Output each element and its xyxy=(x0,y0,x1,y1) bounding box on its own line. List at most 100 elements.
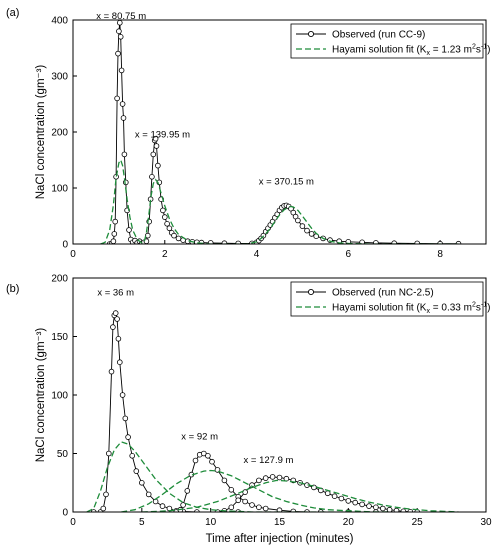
series-observed-point xyxy=(155,162,161,169)
series-fit-line xyxy=(141,479,459,512)
series-observed-point xyxy=(160,207,166,214)
series-observed-point xyxy=(180,502,186,508)
legend-observed-marker xyxy=(307,30,315,38)
series-observed-point xyxy=(308,231,315,237)
series-observed-point xyxy=(201,450,207,457)
series-observed-point xyxy=(324,490,331,497)
series-observed-point xyxy=(139,479,145,486)
series-observed-point xyxy=(295,217,301,224)
legend-observed-label: Observed (run CC-9) xyxy=(332,30,425,41)
series-observed-point xyxy=(129,452,136,459)
series-observed-point xyxy=(366,503,372,509)
series-observed-point xyxy=(119,101,126,107)
x-tick-label: 15 xyxy=(274,517,286,528)
series-observed-point xyxy=(175,235,182,242)
series-observed-point xyxy=(126,227,132,233)
series-observed-point xyxy=(115,50,121,57)
series-observed-point xyxy=(114,95,120,102)
x-tick-label: 10 xyxy=(205,517,217,528)
series-observed-point xyxy=(103,491,109,498)
series-observed-point xyxy=(194,509,200,512)
series-observed-point xyxy=(393,507,400,512)
series-fit-line xyxy=(100,158,459,244)
x-tick-label: 4 xyxy=(254,249,260,260)
series-observed-point xyxy=(235,497,242,504)
series-observed-point xyxy=(117,359,123,366)
series-observed-point xyxy=(221,477,228,484)
series-observed-point xyxy=(304,227,310,234)
series-observed-point xyxy=(242,498,248,505)
series-observed-point xyxy=(116,28,122,35)
series-observed-point xyxy=(379,505,386,512)
y-tick-label: 0 xyxy=(62,240,68,251)
series-observed-point xyxy=(184,488,191,494)
panel-a-ylabel: NaCl concentration (gm⁻³) xyxy=(35,65,47,200)
y-tick-label: 50 xyxy=(57,449,69,460)
series-observed-point xyxy=(122,415,129,422)
series-fit-line xyxy=(121,469,390,512)
series-observed-point xyxy=(164,221,170,227)
series-fit-line xyxy=(86,441,390,512)
panel-b-annotation: x = 36 m xyxy=(97,288,134,299)
x-tick-label: 6 xyxy=(346,249,352,260)
panel-b-legend: Observed (run NC-2.5) Hayami solution fi… xyxy=(290,281,490,317)
legend-fit-label: Hayami solution fit (Kx = 1.23 m2s-1) xyxy=(332,44,490,58)
y-tick-label: 400 xyxy=(51,16,68,27)
series-observed-point xyxy=(221,240,228,244)
series-observed-point xyxy=(269,474,276,480)
series-observed-point xyxy=(108,368,115,375)
series-observed-point xyxy=(117,33,124,40)
legend-fit-label: Hayami solution fit (Kx = 0.33 m2s-1) xyxy=(332,302,490,316)
series-observed-point xyxy=(359,239,365,244)
series-observed-point xyxy=(145,491,152,498)
y-tick-label: 200 xyxy=(51,128,68,139)
series-observed-point xyxy=(115,335,122,342)
panel-b-xlabel: Time after injection (minutes) xyxy=(206,533,354,545)
series-observed-point xyxy=(228,486,235,493)
series-observed-point xyxy=(276,507,283,512)
series-observed-point xyxy=(110,238,117,244)
panel-b-axes: 0 5 10 15 20 25 30 0 50 100 150 200 xyxy=(51,274,492,529)
panel-b-ylabel: NaCl concentration (gm⁻³) xyxy=(35,328,47,463)
panel-a-annotations: x = 80.75 m x = 139.95 m x = 370.15 m xyxy=(96,11,314,188)
y-tick-label: 300 xyxy=(51,72,68,83)
legend-observed-marker xyxy=(307,288,315,296)
series-observed-point xyxy=(386,506,393,512)
series-observed-point xyxy=(150,151,157,158)
panel-a-legend: Observed (run CC-9) Hayami solution fit … xyxy=(290,23,490,59)
panel-a-annotation: x = 80.75 m xyxy=(96,11,146,22)
series-observed-point xyxy=(173,509,180,512)
series-observed-point xyxy=(125,434,131,440)
series-observed-point xyxy=(106,450,112,457)
series-observed-point xyxy=(262,505,269,512)
series-observed-point xyxy=(162,214,168,220)
series-observed-point xyxy=(207,240,214,244)
series-observed-point xyxy=(100,505,107,512)
series-observed-point xyxy=(299,223,306,229)
y-tick-label: 100 xyxy=(51,391,68,402)
panel-b-plot-area xyxy=(86,310,459,512)
x-tick-label: 20 xyxy=(343,517,355,528)
x-tick-label: 30 xyxy=(480,517,492,528)
series-observed-point xyxy=(119,392,126,398)
series-observed-line xyxy=(93,311,390,512)
series-observed-point xyxy=(228,504,235,511)
series-observed-point xyxy=(133,468,140,474)
series-observed-point xyxy=(120,115,127,121)
panel-b-annotations: x = 36 m x = 92 m x = 127.9 m xyxy=(97,288,293,466)
panel-a-label: (a) xyxy=(6,7,19,19)
x-tick-label: 25 xyxy=(412,517,424,528)
series-observed-point xyxy=(359,501,365,508)
y-tick-label: 200 xyxy=(51,274,68,285)
series-observed-point xyxy=(345,498,352,504)
x-tick-label: 5 xyxy=(139,517,145,528)
series-observed-point xyxy=(256,477,262,484)
y-tick-label: 100 xyxy=(51,184,68,195)
series-observed-point xyxy=(121,151,128,158)
series-observed-point xyxy=(166,225,173,232)
panel-b: (b) NaCl concentration (gm⁻³) Time after… xyxy=(6,274,492,546)
panel-a-frame xyxy=(72,19,487,245)
series-observed-point xyxy=(90,509,97,512)
series-observed-point xyxy=(205,452,211,459)
